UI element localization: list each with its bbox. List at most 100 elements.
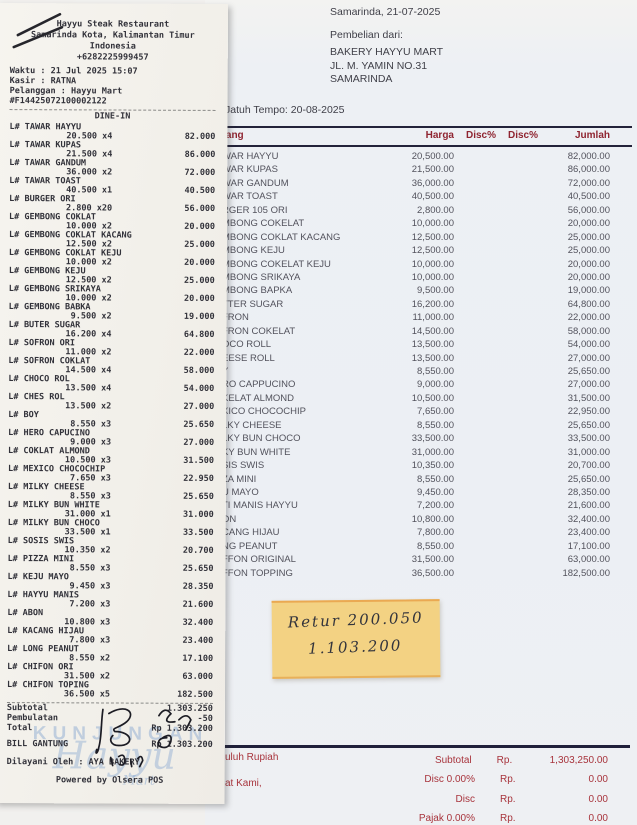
row-item-name: LKY BUN CHOCO <box>222 433 301 445</box>
row-item-name: FRON <box>222 312 249 324</box>
receipt-item-row: L# GEMBONG COKLAT KEJU 10.000 x2 20.000 <box>9 248 215 268</box>
row-price: 36,000.00 <box>411 177 454 189</box>
item-total: 25.650 <box>182 563 214 574</box>
row-price: 40,500.00 <box>411 191 454 203</box>
row-item-name: LKY CHEESE <box>222 419 282 431</box>
invoice-table-row: NG PEANUT 8,550.00 17,100.00 <box>222 540 610 553</box>
invoice-table-body: WAR HAYYU 20,500.00 82,000.00 WAR KUPAS … <box>222 150 610 580</box>
receipt-number: #F14425072100002122 <box>9 96 107 107</box>
row-item-name: ON <box>222 513 237 525</box>
amount-in-words-fragment: uluh Rupiah <box>225 752 279 763</box>
row-price: 10,350.00 <box>411 460 454 472</box>
row-disc-spacer <box>454 473 538 486</box>
header-disc2-column: Disc% <box>507 130 538 141</box>
row-item-name: MBONG COKLAT KACANG <box>222 231 341 243</box>
note-retur-line: Retur 200.050 <box>287 608 424 632</box>
row-item-name: KY BUN WHITE <box>222 446 291 458</box>
receipt-item-row: L# HERO CAPUCINO 9.000 x3 27.000 <box>8 428 214 448</box>
row-price: 8,550.00 <box>417 366 454 377</box>
order-type: DINE-IN <box>94 111 131 122</box>
item-total: 54.000 <box>183 383 215 394</box>
row-price: 7,200.00 <box>417 500 454 512</box>
row-price: 14,500.00 <box>411 325 454 337</box>
receipt-item-row: L# GEMBONG SRIKAYA 10.000 x2 20.000 <box>9 284 215 304</box>
item-total: 86.000 <box>184 149 216 160</box>
row-total: 22,950.00 <box>567 406 610 418</box>
row-disc-spacer <box>454 338 538 351</box>
row-price: 31,000.00 <box>411 446 454 458</box>
row-total: 27,000.00 <box>567 352 610 364</box>
row-price: 10,000.00 <box>411 218 454 230</box>
summary-subtotal-row: Subtotal Rp. 1,303,250.00 <box>385 751 608 770</box>
subtotal-label: Subtotal <box>6 703 48 714</box>
invoice-table-row: Y 8,550.00 25,650.00 <box>222 365 610 378</box>
invoice-table-row: TI MANIS HAYYU 7,200.00 21,600.00 <box>222 499 610 512</box>
header-item-column: rang <box>222 130 244 141</box>
row-item-name: U MAYO <box>222 486 259 498</box>
header-price-column: Harga <box>425 130 454 141</box>
row-total: 28,350.00 <box>567 486 610 498</box>
invoice-table-row: WAR GANDUM 36,000.00 72,000.00 <box>222 177 610 190</box>
row-item-name: ZA MINI <box>222 473 257 485</box>
receipt-item-row: L# TAWAR HAYYU 20.500 x4 82.000 <box>9 122 215 142</box>
invoice-table-row: KELAT ALMOND 10,500.00 31,500.00 <box>222 392 610 405</box>
row-total: 31,500.00 <box>567 392 610 404</box>
receipt-item-row: L# CHES ROL 13.500 x2 27.000 <box>8 392 215 412</box>
row-item-name: WAR GANDUM <box>222 177 289 189</box>
row-item-name: MBONG KEJU <box>222 245 285 257</box>
row-item-name: MBONG BAPKA <box>222 285 293 297</box>
row-disc-spacer <box>454 231 538 244</box>
item-total: 25.650 <box>183 419 215 430</box>
receipt-item-row: L# GEMBONG COKLAT KACANG 12.500 x2 25.00… <box>9 230 215 250</box>
row-disc-spacer <box>454 405 538 418</box>
row-total: 72,000.00 <box>567 177 610 189</box>
invoice-table-row: RO CAPPUCINO 9,000.00 27,000.00 <box>222 378 610 391</box>
summary-top-rule <box>225 745 630 748</box>
row-total: 33,500.00 <box>567 433 610 445</box>
row-total: 40,500.00 <box>567 191 610 203</box>
disc1-amount: 0.00 <box>588 774 608 786</box>
row-total: 27,000.00 <box>567 379 610 391</box>
row-disc-spacer <box>454 325 538 338</box>
row-item-name: FFON ORIGINAL <box>222 554 296 566</box>
item-total: 64.800 <box>183 329 215 340</box>
invoice-table-row: RGER 105 ORI 2,800.00 56,000.00 <box>222 204 610 217</box>
receipt-item-row: L# SOFRON ORI 11.000 x2 22.000 <box>8 338 214 358</box>
receipt-info: Waktu : 21 Jul 2025 15:07 Kasir : RATNA … <box>10 66 216 107</box>
row-item-name: XICO CHOCOCHIP <box>222 406 306 418</box>
row-item-name: MBONG COKELAT <box>222 218 305 230</box>
total-label: Total <box>6 723 33 734</box>
item-total: 27.000 <box>183 401 215 412</box>
receipt-item-row: L# KEJU MAYO 9.450 x3 28.350 <box>7 572 213 592</box>
row-item-name: WAR KUPAS <box>222 164 278 176</box>
row-disc-spacer <box>454 352 538 365</box>
invoice-city-date: Samarinda, 21-07-2025 <box>330 6 441 18</box>
disc1-currency: Rp. <box>500 774 516 786</box>
row-disc-spacer <box>454 298 538 311</box>
receipt-item-row: L# MEXICO CHOCOCHIP 7.650 x3 22.950 <box>8 464 214 484</box>
row-price: 33,500.00 <box>411 433 454 445</box>
item-total: 32.400 <box>182 617 214 628</box>
row-total: 25,000.00 <box>567 231 610 243</box>
row-disc-spacer <box>454 311 538 324</box>
row-disc-spacer <box>454 204 538 217</box>
item-total: 31.500 <box>183 455 215 466</box>
row-price: 12,500.00 <box>411 231 454 243</box>
item-total: 23.400 <box>182 635 214 646</box>
row-total: 20,000.00 <box>567 218 610 230</box>
rounding-label: Pembulatan <box>6 713 59 724</box>
item-total: 20.000 <box>183 293 215 304</box>
item-total: 21.600 <box>182 599 214 610</box>
row-total: 25,650.00 <box>567 419 610 431</box>
disc2-amount: 0.00 <box>588 793 608 805</box>
row-total: 23,400.00 <box>567 527 610 539</box>
row-total: 31,000.00 <box>567 446 610 458</box>
row-disc-spacer <box>454 177 538 190</box>
invoice-table-row: FRON COKELAT 14,500.00 58,000.00 <box>222 325 610 338</box>
receipt-content: Hayyu Steak Restaurant Samarinda Kota, K… <box>0 3 228 786</box>
invoice-sheet: Samarinda, 21-07-2025 Pembelian dari: BA… <box>205 0 637 825</box>
receipt-item-row: L# GEMBONG COKLAT 10.000 x2 20.000 <box>9 212 215 232</box>
invoice-table-row: WAR TOAST 40,500.00 40,500.00 <box>222 190 610 203</box>
item-total: 20.700 <box>182 545 214 556</box>
receipt-item-row: L# TAWAR TOAST 40.500 x1 40.500 <box>9 176 215 196</box>
